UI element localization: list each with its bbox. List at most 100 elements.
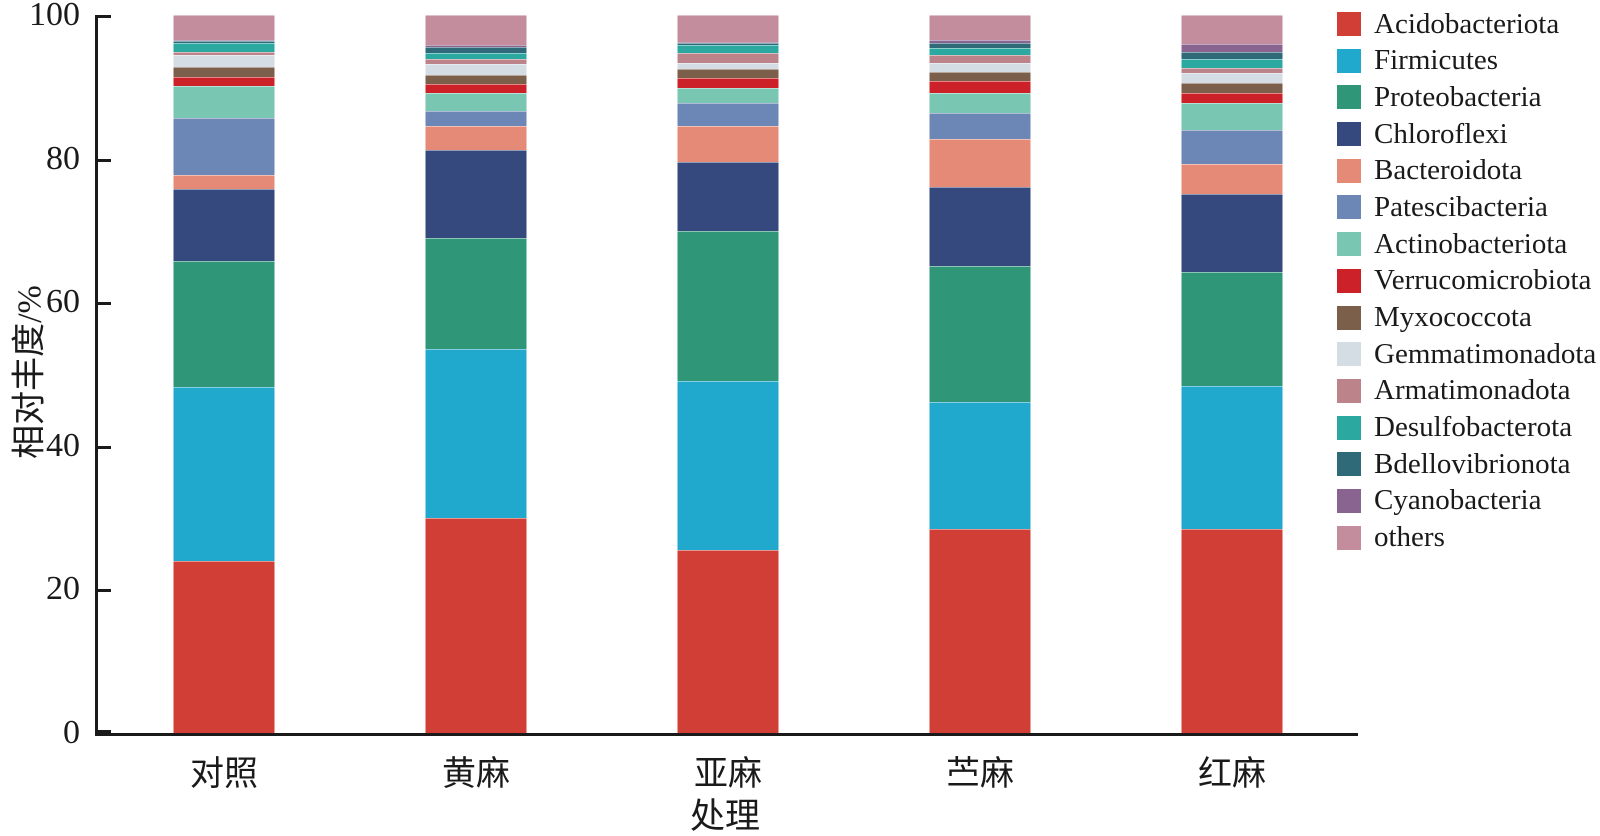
bar-segment-Myxococcota [173, 66, 275, 77]
bar-segment-Verrucomicrobiota [173, 76, 275, 87]
legend-label: Gemmatimonadota [1374, 337, 1597, 370]
y-axis-tick-label: 0 [63, 714, 80, 751]
legend-label: Actinobacteriota [1374, 227, 1568, 260]
stacked-bar-对照 [173, 15, 275, 733]
legend-item-Proteobacteria: Proteobacteria [1337, 82, 1596, 111]
stacked-bar-苎麻 [929, 15, 1031, 733]
bar-segment-Gemmatimonadota [1181, 73, 1283, 84]
y-axis-tick-label: 80 [46, 139, 80, 177]
bar-segment-Desulfobacterota [1181, 58, 1283, 69]
y-axis-tick-mark [98, 302, 111, 306]
bar-segment-Chloroflexi [173, 188, 275, 262]
bar-segment-Verrucomicrobiota [929, 81, 1031, 93]
bar-segment-others [425, 15, 527, 45]
legend-label: Verrucomicrobiota [1374, 264, 1592, 297]
bar-segment-Armatimonadota [929, 54, 1031, 64]
y-axis-tick-mark [98, 158, 111, 162]
bar-segment-Proteobacteria [929, 265, 1031, 403]
bar-segment-Patescibacteria [173, 118, 275, 176]
legend-swatch-icon [1337, 48, 1361, 73]
bar-segment-Myxococcota [929, 71, 1031, 82]
legend-swatch-icon [1337, 378, 1361, 403]
bar-segment-Patescibacteria [929, 113, 1031, 139]
bar-segment-Acidobacteriota [173, 560, 275, 733]
legend-swatch-icon [1337, 232, 1361, 257]
legend-swatch-icon [1337, 525, 1361, 550]
stacked-bar-黄麻 [425, 15, 527, 733]
bar-segment-Acidobacteriota [677, 549, 779, 733]
bar-segment-Cyanobacteria [677, 41, 779, 44]
bar-segment-Acidobacteriota [1181, 529, 1283, 733]
bar-segment-Actinobacteriota [425, 92, 527, 112]
x-axis-title: 处理 [689, 797, 760, 836]
legend-item-Firmicutes: Firmicutes [1337, 46, 1596, 75]
y-axis-tick-mark [98, 589, 111, 593]
legend-swatch-icon [1337, 415, 1361, 440]
bar-segment-Armatimonadota [1181, 68, 1283, 74]
bar-segment-Proteobacteria [425, 238, 527, 349]
bar-segment-Desulfobacterota [173, 43, 275, 52]
legend-item-Chloroflexi: Chloroflexi [1337, 117, 1596, 150]
bar-segment-Patescibacteria [677, 103, 779, 127]
stacked-bar-亚麻 [677, 15, 779, 733]
bar-segment-Myxococcota [677, 68, 779, 79]
legend-item-others: others [1337, 521, 1596, 554]
y-axis: 0 20 40 60 80 100 [29, 0, 1358, 751]
legend-item-Actinobacteriota: Actinobacteriota [1337, 227, 1596, 260]
bar-segment-Gemmatimonadota [929, 63, 1031, 72]
bar-segment-Cyanobacteria [173, 39, 275, 41]
legend-item-Myxococcota: Myxococcota [1337, 301, 1596, 333]
legend-swatch-icon [1337, 488, 1361, 513]
bar-segment-Bdellovibrionota [1181, 51, 1283, 59]
bar-slot-黄麻: 黄麻 [350, 15, 602, 793]
bar-segment-Bacteroidota [425, 126, 527, 151]
bar-segment-Bdellovibrionota [929, 43, 1031, 49]
bar-segment-Bdellovibrionota [425, 47, 527, 54]
x-axis-category-label: 红麻 [1198, 756, 1266, 793]
bar-segment-Patescibacteria [425, 111, 527, 127]
legend-item-Cyanobacteria: Cyanobacteria [1337, 486, 1596, 515]
bar-segment-Firmicutes [425, 348, 527, 518]
y-axis-tick-label: 100 [29, 0, 80, 33]
bar-segment-Acidobacteriota [425, 517, 527, 733]
legend-swatch-icon [1337, 85, 1361, 110]
legend-swatch-icon [1337, 305, 1361, 330]
bar-segment-Bacteroidota [929, 138, 1031, 187]
bar-slot-苎麻: 苎麻 [854, 15, 1106, 793]
legend-label: Desulfobacterota [1374, 411, 1573, 444]
y-axis-tick-label: 60 [46, 283, 80, 321]
legend-label: others [1374, 521, 1445, 554]
legend-swatch-icon [1337, 268, 1361, 293]
legend-label: Chloroflexi [1374, 117, 1508, 150]
bar-segment-Cyanobacteria [425, 44, 527, 48]
bar-segment-Armatimonadota [425, 58, 527, 64]
bar-segment-Proteobacteria [1181, 272, 1283, 386]
legend: Acidobacteriota Firmicutes Proteobacteria C… [1337, 7, 1597, 562]
bar-segment-others [929, 15, 1031, 41]
plot-area: 0 20 40 60 80 100 对照 黄麻 亚麻 苎麻 红麻 [29, 0, 1358, 793]
legend-label: Acidobacteriota [1374, 7, 1560, 40]
y-axis-tick-label: 20 [46, 570, 80, 608]
bar-segment-Acidobacteriota [929, 529, 1031, 733]
bar-segment-Verrucomicrobiota [677, 78, 779, 89]
y-axis-tick-mark [98, 15, 111, 18]
bar-segment-Patescibacteria [1181, 129, 1283, 164]
bar-segment-Chloroflexi [929, 186, 1031, 266]
bar-segment-Verrucomicrobiota [425, 84, 527, 93]
bar-segment-Bacteroidota [1181, 163, 1283, 194]
y-axis-tick-mark [98, 445, 111, 449]
legend-swatch-icon [1337, 158, 1361, 183]
bar-segment-Actinobacteriota [173, 86, 275, 119]
bar-segment-Desulfobacterota [425, 53, 527, 59]
legend-swatch-icon [1337, 452, 1361, 477]
bar-segment-Chloroflexi [425, 150, 527, 239]
bar-segment-Cyanobacteria [1181, 43, 1283, 52]
bar-segment-Gemmatimonadota [677, 63, 779, 69]
bar-segment-Proteobacteria [677, 231, 779, 382]
bar-segment-Bacteroidota [677, 126, 779, 163]
legend-label: Patescibacteria [1374, 190, 1548, 223]
bar-segment-Myxococcota [1181, 83, 1283, 93]
legend-label: Myxococcota [1374, 301, 1532, 333]
bar-segment-others [677, 15, 779, 42]
